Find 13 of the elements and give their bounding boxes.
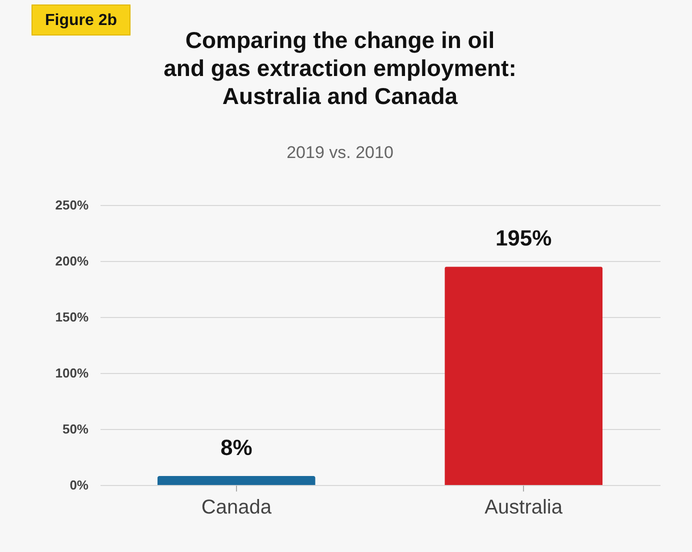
data-label: 8% — [220, 435, 252, 460]
y-tick-label: 250% — [55, 198, 89, 212]
caption: Figure 2b — [44, 12, 118, 29]
chart-subtitle: 2019 vs. 2010 — [286, 143, 394, 162]
y-tick-label: 50% — [62, 422, 89, 436]
data-label: 195% — [495, 226, 552, 251]
y-tick-label: 100% — [55, 366, 89, 380]
chart-title: Comparing the change in oil and gas extraction employment: Australia and Canada — [164, 27, 516, 109]
x-tick-label: Canada — [201, 496, 272, 518]
y-tick-label: 0% — [70, 478, 89, 492]
y-tick-label: 150% — [55, 310, 89, 324]
y-tick-label: 200% — [55, 254, 89, 268]
x-tick-label: Australia — [484, 496, 564, 518]
